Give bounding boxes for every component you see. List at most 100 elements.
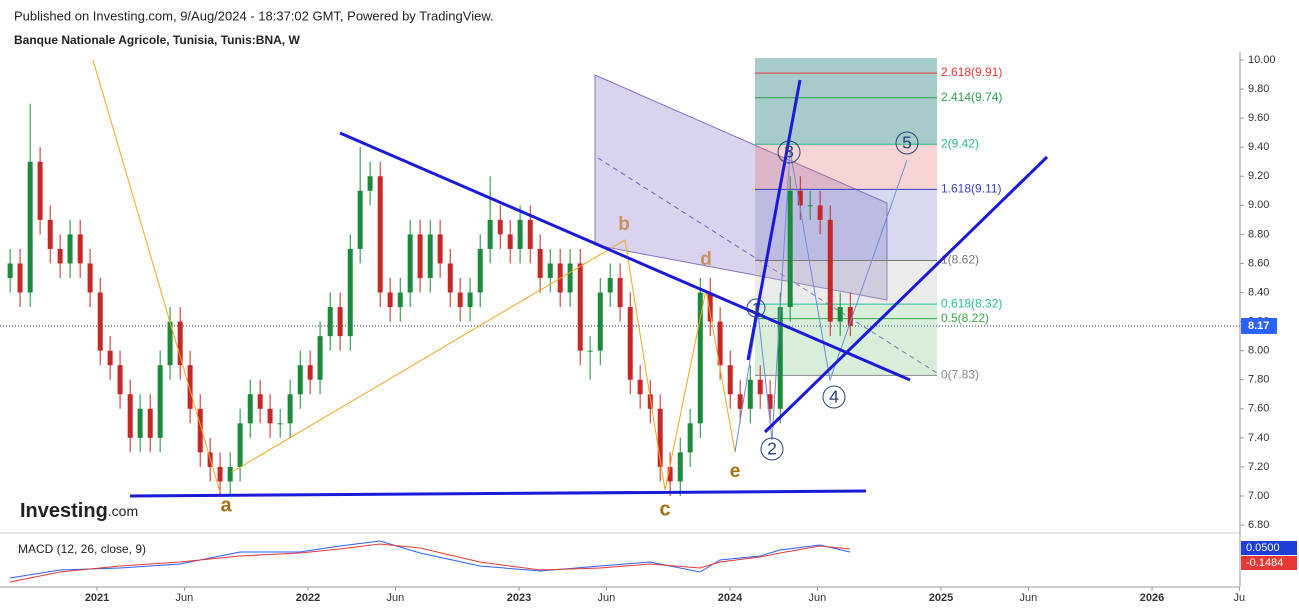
wave-count-circle xyxy=(760,437,784,461)
candle-body xyxy=(97,292,103,351)
candle-body xyxy=(387,292,393,308)
x-tick-label: 2022 xyxy=(296,592,320,604)
candle-body xyxy=(327,307,333,337)
wave-count: 2 xyxy=(767,439,777,459)
last-price-box xyxy=(1241,317,1277,334)
fib-zone xyxy=(755,304,937,376)
candle-body xyxy=(787,190,793,308)
trend-line xyxy=(763,155,1049,434)
y-tick-label: 8.80 xyxy=(1248,228,1269,240)
wave-label: d xyxy=(700,249,712,270)
x-tick-label: Jun xyxy=(598,592,616,604)
candle-body xyxy=(727,365,733,395)
wave-line xyxy=(92,59,221,493)
y-tick-label: 9.80 xyxy=(1248,83,1269,95)
macd-value: -0.1484 xyxy=(1246,557,1283,569)
candle-body xyxy=(617,277,623,308)
fib-label: 0.618(8.32) xyxy=(941,296,1002,310)
x-tick-label: 2025 xyxy=(929,592,953,604)
fib-zone xyxy=(755,58,937,145)
candle-body xyxy=(57,248,63,264)
candle-body xyxy=(297,365,303,395)
fib-label: 2.414(9.74) xyxy=(941,90,1002,104)
candle-body xyxy=(177,321,183,366)
wave-line xyxy=(231,239,736,491)
candle-body xyxy=(807,205,813,207)
wave-count: 5 xyxy=(902,133,912,153)
candle-body xyxy=(357,190,363,249)
candle-body xyxy=(157,365,163,438)
macd-line xyxy=(9,540,851,579)
logo: Investing.com xyxy=(20,500,138,522)
candle-body xyxy=(67,234,73,264)
wave-label: c xyxy=(659,498,670,520)
y-tick-label: 7.40 xyxy=(1248,432,1269,444)
candle-body xyxy=(137,408,143,438)
candle-body xyxy=(827,219,833,322)
candle-body xyxy=(77,234,83,264)
y-tick-label: 10.00 xyxy=(1248,54,1276,66)
candle-body xyxy=(277,423,283,425)
candle-body xyxy=(37,161,43,220)
fib-label: 2.618(9.91) xyxy=(941,65,1002,79)
header: Published on Investing.com, 9/Aug/2024 -… xyxy=(14,8,494,23)
candle-body xyxy=(127,394,133,438)
candle-body xyxy=(737,394,743,409)
candles xyxy=(7,103,853,496)
candle-body xyxy=(607,277,613,293)
fib-label: 1(8.62) xyxy=(941,253,979,267)
candle-body xyxy=(107,350,113,366)
drawings-front xyxy=(92,59,1049,498)
wave-count: 4 xyxy=(829,387,839,407)
candle-body xyxy=(537,248,543,278)
candle-body xyxy=(267,408,273,424)
x-tick-label: Jun xyxy=(387,592,405,604)
y-tick-label: 6.80 xyxy=(1248,519,1269,531)
wave-projection xyxy=(734,149,908,453)
x-tick-label: Jun xyxy=(176,592,194,604)
candle-body xyxy=(17,263,23,293)
y-tick-label: 8.60 xyxy=(1248,257,1269,269)
candle-body xyxy=(187,365,193,409)
trend-line xyxy=(339,131,911,382)
annotations: a b c d e 1 2 3 4 5 Investing.com xyxy=(20,131,919,522)
candle-body xyxy=(597,292,603,351)
candle-body xyxy=(527,219,533,249)
x-tick-label: 2024 xyxy=(718,592,743,604)
candle-body xyxy=(447,263,453,293)
candle-body xyxy=(817,205,823,220)
candle-body xyxy=(517,219,523,249)
wave-label: a xyxy=(220,494,232,516)
fib-label: 2(9.42) xyxy=(941,136,979,150)
candle-body xyxy=(747,379,753,409)
fib-label: 1.618(9.11) xyxy=(941,182,1002,196)
candle-body xyxy=(677,452,683,482)
candle-body xyxy=(507,234,513,249)
macd-title: MACD (12, 26, close, 9) xyxy=(18,542,146,556)
y-tick-label: 7.20 xyxy=(1248,461,1269,473)
candle-body xyxy=(577,263,583,351)
y-tick-label: 9.00 xyxy=(1248,199,1269,211)
y-tick-label: 7.00 xyxy=(1248,490,1269,502)
logo-suffix: .com xyxy=(108,503,138,519)
candle-body xyxy=(307,365,313,380)
fib-label: 0.5(8.22) xyxy=(941,311,989,325)
signal-line xyxy=(9,543,851,583)
x-tick-label: 2023 xyxy=(507,592,531,604)
candle-body xyxy=(377,176,383,293)
candle-body xyxy=(757,379,763,395)
candle-body xyxy=(497,219,503,235)
wave-count-circle xyxy=(777,140,801,164)
candle-body xyxy=(337,307,343,337)
x-tick-label: 2026 xyxy=(1140,592,1164,604)
candle-body xyxy=(347,248,353,337)
candle-body xyxy=(427,234,433,278)
macd-value-box xyxy=(1241,556,1297,570)
candle-body xyxy=(87,263,93,293)
candle-body xyxy=(367,176,373,191)
candle-body xyxy=(667,466,673,482)
candle-body xyxy=(587,350,593,352)
y-tick-label: 7.60 xyxy=(1248,403,1269,415)
candle-body xyxy=(147,408,153,438)
